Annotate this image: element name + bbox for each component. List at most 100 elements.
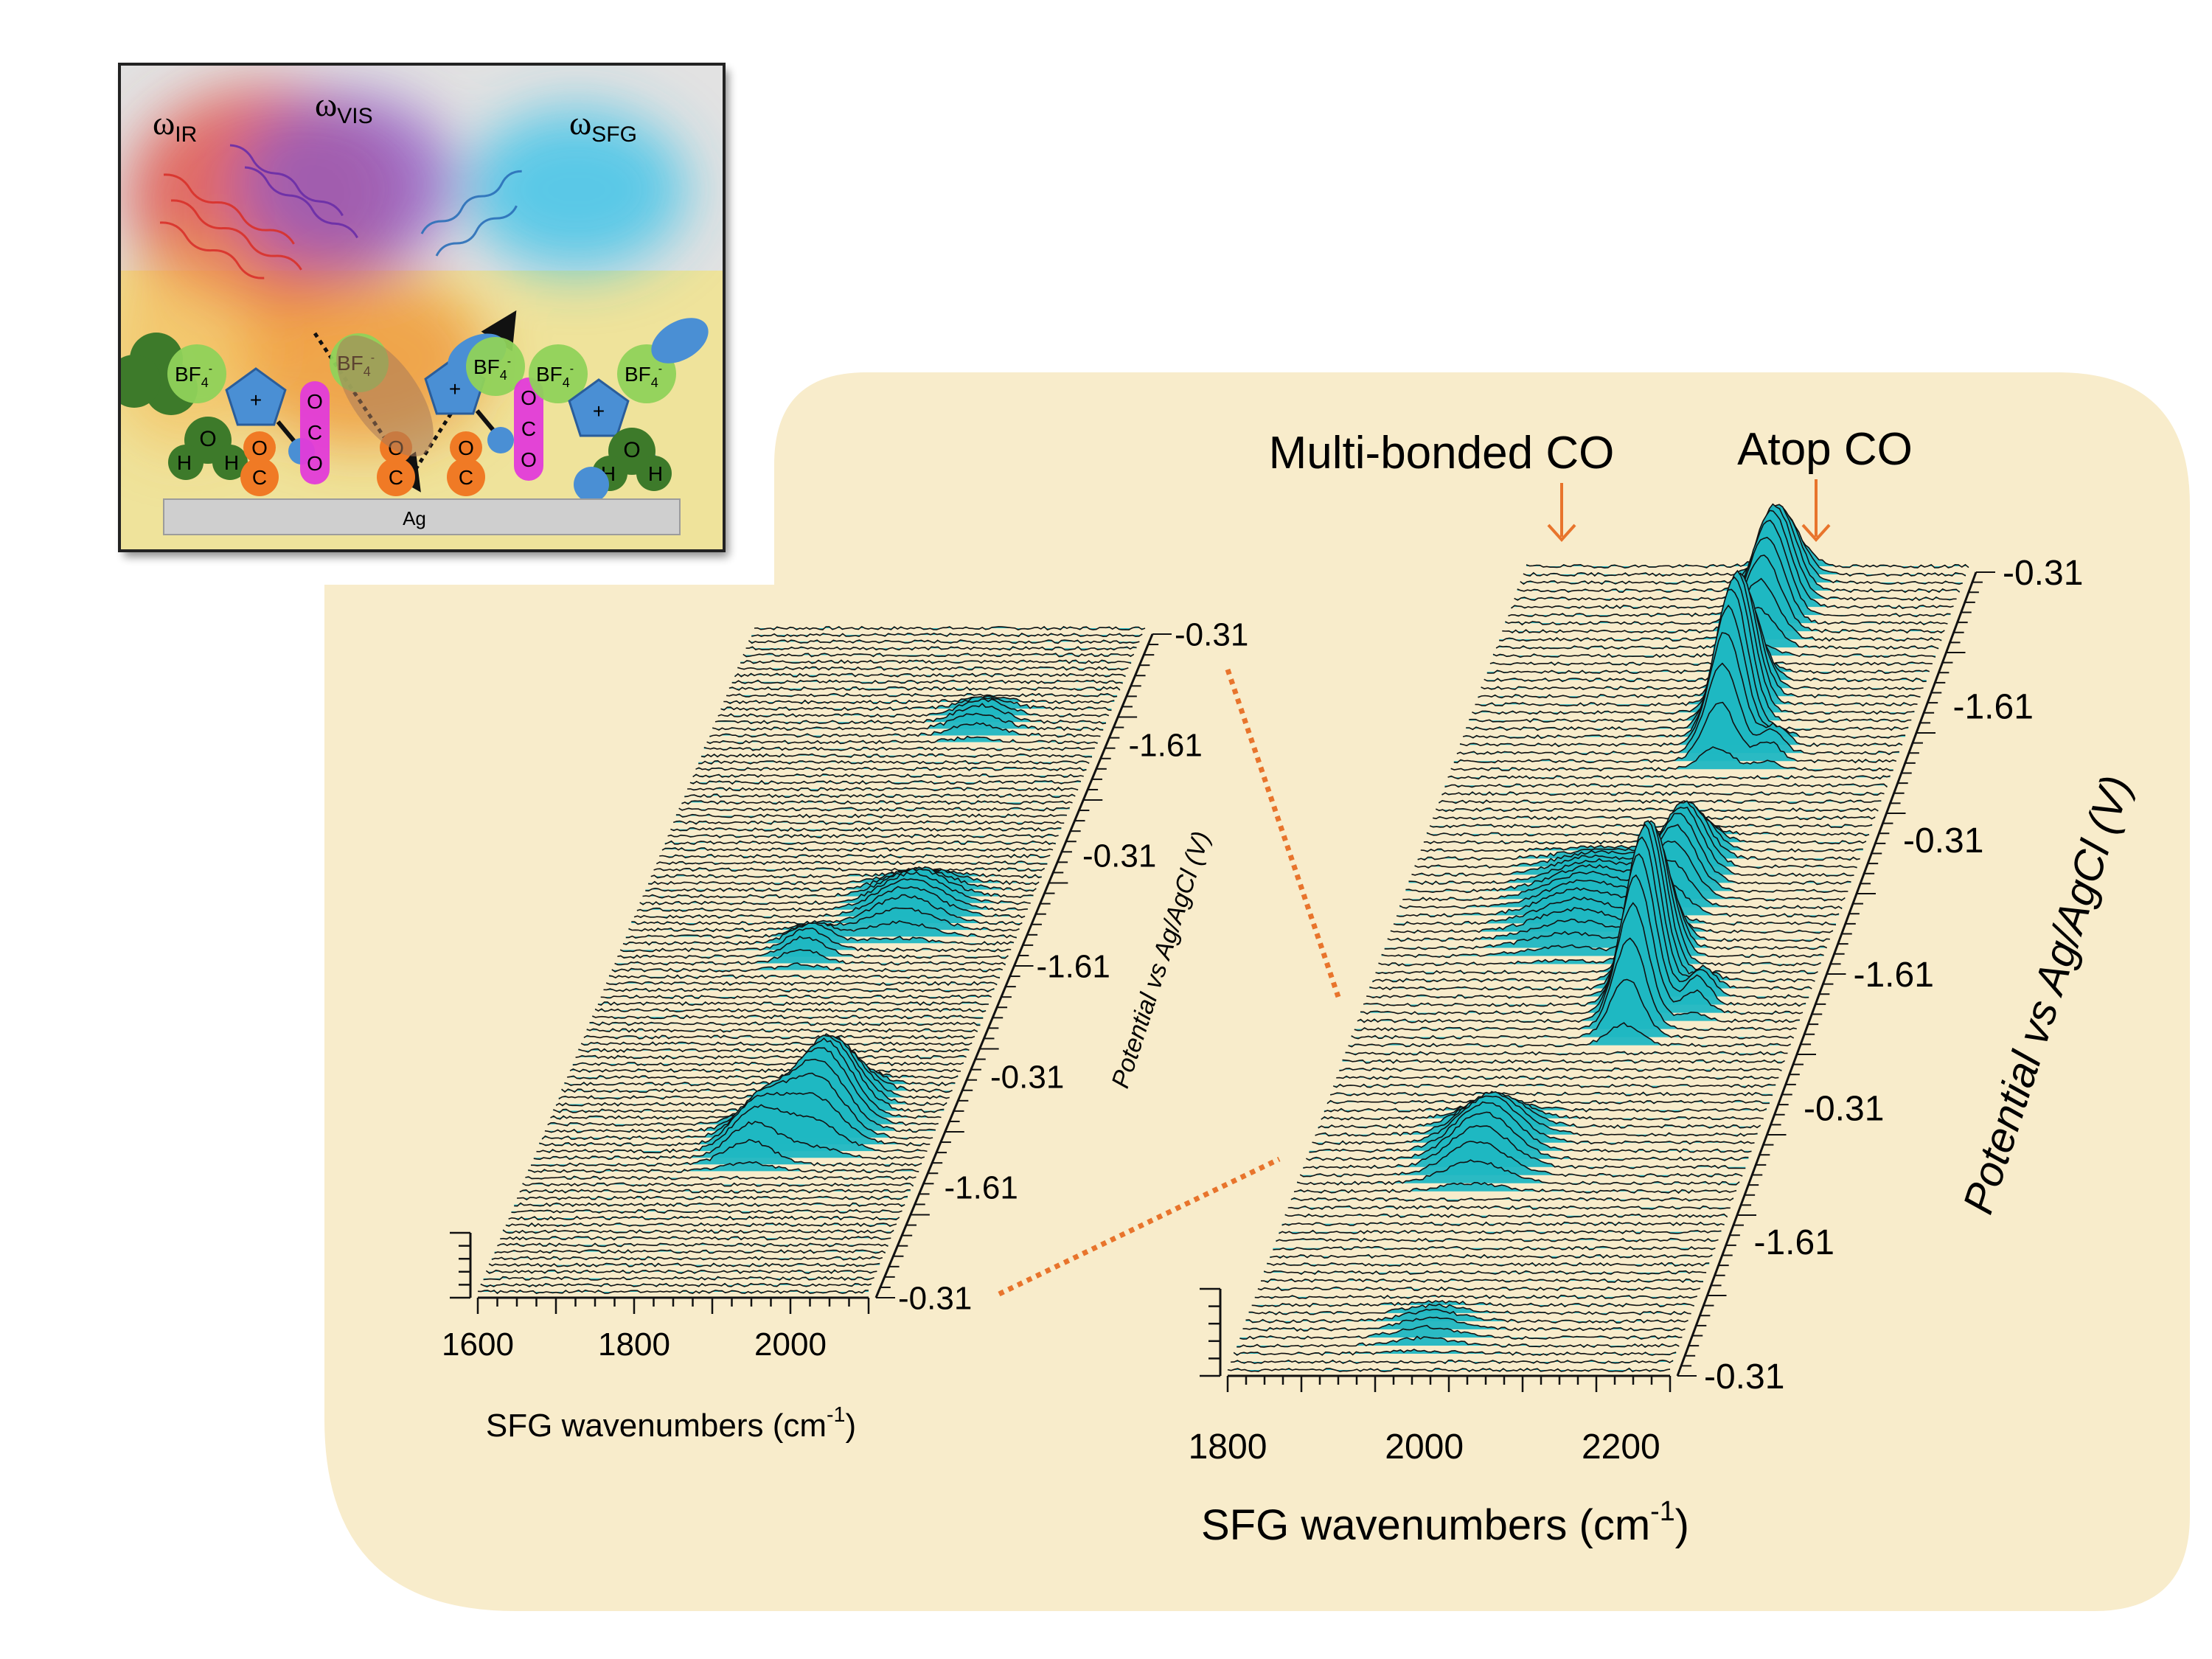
- sfg-schematic-inset: ωIR ωVIS ωSFG BF4-+OHHCOOCOCOBF4-+BF4-CO…: [118, 63, 726, 552]
- spectrum-trace: [695, 766, 1087, 771]
- spectrum-fill: [1270, 1254, 1713, 1259]
- ir-wave: [170, 199, 302, 271]
- spectrum-trace: [689, 779, 1082, 785]
- formate-oxygen: [243, 431, 276, 464]
- potential-tick-label: -1.61: [1037, 948, 1110, 984]
- spectrum-trace: [619, 927, 1012, 953]
- formate-carbon: [447, 458, 485, 496]
- formate-carbon: [377, 458, 415, 496]
- spectrum-trace: [1399, 858, 1843, 910]
- spectrum-trace: [698, 759, 1090, 765]
- spectrum-trace: [1438, 799, 1882, 804]
- spectrum-trace: [1456, 662, 1899, 756]
- vis-glow: [237, 94, 459, 271]
- spectrum-trace: [1267, 1262, 1710, 1267]
- spectrum-trace: [1486, 648, 1930, 675]
- spectrum-fill: [723, 696, 1115, 704]
- spectrum-trace: [572, 1061, 964, 1067]
- electrode-label: Ag: [403, 507, 426, 529]
- potential-tick-label: -0.31: [1704, 1357, 1784, 1397]
- spectrum-trace: [539, 1091, 931, 1147]
- bf4-ion-label: BF4-: [175, 363, 212, 390]
- spectrum-trace: [1453, 701, 1897, 764]
- potential-tick-label: -1.61: [945, 1169, 1018, 1206]
- spectrum-trace: [1257, 1286, 1701, 1292]
- spectrum-trace: [1248, 1303, 1691, 1315]
- spectrum-trace: [1523, 513, 1966, 577]
- spectrum-trace: [636, 878, 1028, 912]
- spectrum-trace: [709, 722, 1101, 738]
- spectrum-trace: [580, 1041, 973, 1046]
- spectrum-fill: [578, 1048, 970, 1052]
- spectrum-trace: [586, 1028, 978, 1033]
- cation-sign: +: [593, 400, 605, 422]
- spectrum-trace: [1254, 1294, 1698, 1299]
- spectrum-trace: [1242, 1316, 1686, 1332]
- spectrum-fill: [1312, 1096, 1755, 1144]
- spectrum-trace: [1284, 1213, 1728, 1218]
- water-h-label: H: [177, 451, 192, 474]
- spectrum-trace: [648, 866, 1040, 886]
- spectrum-trace: [583, 1034, 975, 1040]
- spectrum-trace: [519, 1189, 911, 1194]
- x-tick-label: 2200: [1582, 1427, 1660, 1467]
- spectrum-trace: [1303, 1124, 1746, 1169]
- potential-tick-label: -0.31: [2003, 554, 2083, 593]
- formate-oxygen: [450, 431, 482, 464]
- spectrum-trace: [564, 1052, 956, 1087]
- spectrum-trace: [494, 1249, 886, 1254]
- spectrum-trace: [672, 820, 1065, 825]
- spectrum-trace: [1435, 807, 1879, 813]
- spectrum-trace: [1348, 1022, 1791, 1048]
- alkyl-chain: [475, 409, 498, 434]
- spectrum-trace: [670, 827, 1062, 832]
- spectrum-trace: [1233, 1349, 1677, 1356]
- ir-wave: [163, 173, 295, 245]
- formate-carbon: [240, 458, 279, 496]
- spectrum-trace: [1462, 604, 1906, 740]
- bf4-ion-label: BF4-: [625, 363, 662, 390]
- spectrum-trace: [589, 1021, 981, 1026]
- spectrum-trace: [511, 1208, 902, 1214]
- x-tick-label: 2000: [754, 1326, 827, 1363]
- vis-wave: [229, 144, 344, 217]
- sfg-wave: [435, 205, 518, 257]
- spectrum-trace: [717, 698, 1110, 718]
- spectrum-fill: [1281, 1222, 1725, 1225]
- x-tick-label: 1800: [1189, 1427, 1267, 1467]
- spectrum-trace: [1231, 1359, 1674, 1365]
- spectrum-trace: [1324, 1100, 1767, 1113]
- spectrum-fill: [1234, 1349, 1677, 1356]
- water-h-label: H: [648, 462, 663, 485]
- spectrum-fill: [1287, 1206, 1731, 1209]
- spectrum-trace: [522, 1182, 914, 1187]
- spectrum-trace: [591, 1015, 984, 1020]
- spectrum-trace: [1475, 572, 1918, 707]
- spectrum-fill: [486, 1270, 877, 1273]
- spectrum-trace: [1309, 1101, 1752, 1153]
- spectrum-trace: [1239, 1324, 1683, 1340]
- spectrum-trace: [1472, 569, 1915, 715]
- spectrum-trace: [712, 712, 1104, 731]
- sfg-wave: [420, 170, 522, 234]
- water-hydrogen: [636, 456, 672, 491]
- spectrum-fill: [1387, 879, 1830, 942]
- potential-tick-label: -0.31: [1804, 1089, 1884, 1128]
- spectrum-trace: [594, 1008, 987, 1013]
- sfg-beam: [420, 170, 522, 257]
- spectrum-fill: [1390, 907, 1833, 933]
- spectrum-trace: [1381, 838, 1824, 959]
- spectrum-trace: [1366, 836, 1809, 999]
- spectrum-fill: [1231, 1360, 1674, 1364]
- spectrum-fill: [595, 1009, 987, 1012]
- spectrum-trace: [1299, 1141, 1743, 1178]
- spectrum-fill: [617, 936, 1009, 959]
- adsorbed-layer-blob: [336, 335, 434, 456]
- omega-vis-label: ωVIS: [315, 86, 373, 128]
- light-glow-blobs: [119, 86, 687, 448]
- water-hydrogen: [168, 445, 204, 480]
- spectrum-trace: [578, 1048, 970, 1053]
- spectrum-fill: [1321, 1094, 1764, 1120]
- inset-viewport: ωIR ωVIS ωSFG BF4-+OHHCOOCOCOBF4-+BF4-CO…: [119, 64, 724, 551]
- spectrum-trace: [656, 860, 1048, 866]
